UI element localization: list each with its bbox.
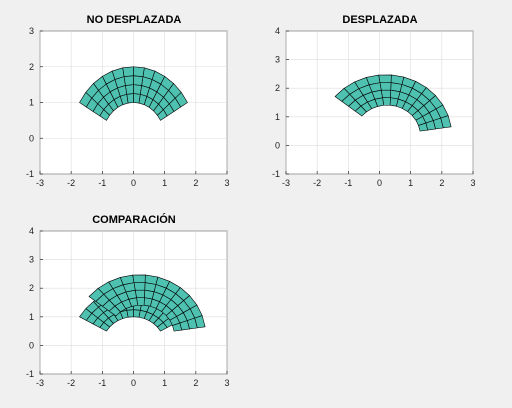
plot-title: COMPARACIÓN [92,213,176,226]
y-tick-label: 3 [29,255,34,265]
x-tick-label: 0 [131,378,136,388]
x-tick-label: 1 [162,178,167,188]
y-tick-label: 2 [29,283,34,293]
y-tick-label: -1 [272,169,280,179]
mesh-cell [133,75,144,86]
plot-title: DESPLAZADA [342,14,417,26]
subplot-comparacion: COMPARACIÓN -3 -2 -1 0 1 2 3 -1 0 1 2 3 4 [26,213,230,388]
x-tick-label: -3 [282,178,290,188]
mesh-cell [133,84,142,95]
x-tick-label: -3 [36,178,44,188]
displaced-mesh-cell [134,289,146,299]
y-tick-label: 0 [29,340,34,350]
x-tick-label: 0 [377,178,382,188]
x-tick-label: -2 [313,178,321,188]
plot-title: NO DESPLAZADA [87,14,182,26]
x-tick-label: 2 [193,378,198,388]
mesh [79,66,188,121]
y-axis: -1 0 1 2 3 [26,26,43,179]
mesh-cell [122,66,134,77]
x-tick-label: 2 [439,178,444,188]
y-tick-label: -1 [26,369,34,379]
x-tick-label: -3 [36,378,44,388]
displaced-mesh-cell [378,74,392,83]
y-tick-label: 2 [275,83,280,93]
y-tick-label: 4 [29,226,34,236]
x-tick-label: 3 [224,178,229,188]
x-tick-label: -1 [98,378,106,388]
mesh-cell [133,309,141,318]
mesh-cell [133,66,145,77]
x-tick-label: 1 [162,378,167,388]
subplot-no-desplazada: NO DESPLAZADA -3 -2 -1 0 1 2 3 -1 0 1 2 3 [26,14,230,188]
y-tick-label: 1 [275,112,280,122]
x-tick-label: -2 [67,378,75,388]
x-tick-label: -1 [98,178,106,188]
x-tick-label: -1 [344,178,352,188]
x-tick-label: 1 [408,178,413,188]
y-tick-label: 0 [29,133,34,143]
subplot-desplazada: DESPLAZADA -3 -2 -1 0 1 2 3 -1 0 1 2 3 4 [272,14,476,188]
x-axis: -3 -2 -1 0 1 2 3 [36,371,230,388]
x-tick-label: 0 [131,178,136,188]
displaced-mesh-cell [133,282,146,291]
mesh-cell [79,308,93,321]
y-axis: -1 0 1 2 3 4 [272,26,289,179]
x-tick-label: 3 [470,178,475,188]
y-tick-label: 1 [29,98,34,108]
displaced-mesh-cell [380,89,392,99]
displaced-mesh-cell [88,288,104,302]
displaced-mesh-cell [132,274,146,283]
mesh [79,274,206,332]
y-tick-label: 1 [29,312,34,322]
displaced-mesh-cell [379,82,392,91]
x-axis: -3 -2 -1 0 1 2 3 [36,171,230,188]
mesh-cell [79,91,93,108]
y-tick-label: 4 [275,26,280,36]
y-tick-label: 0 [275,140,280,150]
x-tick-label: -2 [67,178,75,188]
y-axis: -1 0 1 2 3 4 [26,226,43,379]
mesh [334,74,452,132]
y-tick-label: 3 [275,55,280,65]
y-tick-label: -1 [26,169,34,179]
displaced-mesh-cell [334,88,350,102]
x-tick-label: 3 [224,378,229,388]
y-tick-label: 3 [29,26,34,36]
y-tick-label: 2 [29,62,34,72]
x-tick-label: 2 [193,178,198,188]
x-axis: -3 -2 -1 0 1 2 3 [282,171,476,188]
mesh-cell [133,93,141,104]
